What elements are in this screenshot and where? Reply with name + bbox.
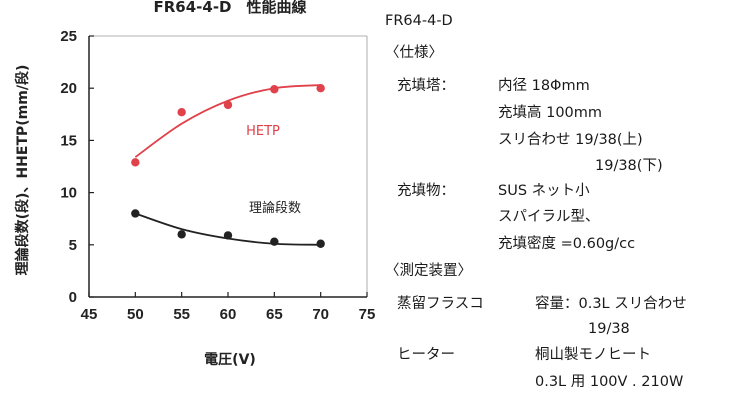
model-name: FR64-4-D [385, 13, 453, 29]
performance-chart: FR64-4-D 性能曲線 45 50 55 60 65 70 75 0 5 10 15 20 25 理… [14, 0, 375, 368]
inner-diameter: 内径 18Φmm [498, 78, 590, 94]
joint-lower: 19/38(下) [595, 158, 663, 174]
x-tick-label: 75 [359, 306, 376, 323]
data-points [131, 84, 325, 248]
y-axis-title: 理論段数(段)、HHETP(mm/段) [14, 65, 31, 276]
series-1-curve [135, 212, 321, 246]
heater-maker: 桐山製モノヒート [535, 347, 651, 363]
series-0-point [177, 108, 186, 117]
heater-label: ヒーター [397, 347, 455, 363]
series-0-point [131, 158, 140, 167]
series-0-curve [134, 84, 321, 158]
series-0-point [270, 85, 279, 94]
plot-frame [88, 35, 368, 298]
packing-type: スパイラル型、 [498, 209, 600, 225]
y-tick-label: 15 [60, 132, 77, 149]
chart-title: FR64-4-D 性能曲線 [153, 0, 306, 16]
series-label-hetp: HETP [246, 124, 280, 139]
flask-spec: 容量：0.3L スリ合わせ [535, 296, 687, 312]
series-0-point [316, 84, 325, 93]
flask-joint: 19/38 [588, 321, 630, 337]
heater-spec: 0.3L 用 100V . 210W [535, 374, 684, 390]
series-0-point [223, 100, 233, 110]
x-tick-label: 55 [173, 306, 190, 323]
series-1-point [270, 237, 279, 246]
series-1-point [223, 231, 233, 240]
series-label-plates: 理論段数 [249, 200, 301, 216]
x-axis-title: 電圧(V) [204, 351, 256, 368]
series-1-point [131, 209, 140, 218]
measure-heading: 〈測定装置〉 [385, 263, 472, 279]
y-tick-label: 25 [60, 28, 77, 45]
x-tick-label: 45 [81, 306, 98, 323]
x-tick-label: 70 [312, 306, 329, 323]
y-tick-label: 5 [69, 237, 77, 254]
x-tick-label: 65 [266, 306, 283, 323]
series-1-point [177, 230, 186, 239]
spec-heading: 〈仕様〉 [385, 45, 443, 61]
y-tick-label: 20 [60, 80, 77, 97]
packed-height: 充填高 100mm [498, 105, 603, 121]
packing-label: 充填物： [397, 183, 455, 199]
packing-density: 充填密度 =0.60g/cc [498, 236, 636, 252]
series-1-point [316, 239, 325, 248]
axis-ticks: 45 50 55 60 65 70 75 0 5 10 15 20 25 [60, 28, 375, 323]
packing-material: SUS ネット小 [498, 183, 590, 199]
spec-panel: FR64-4-D 〈仕様〉 充填塔： 内径 18Φmm 充填高 100mm スリ… [385, 0, 725, 400]
packed-tower-label: 充填塔： [397, 78, 455, 94]
joint-upper: スリ合わせ 19/38(上) [498, 132, 643, 148]
x-tick-label: 60 [220, 306, 237, 323]
y-tick-label: 10 [60, 185, 77, 202]
flask-label: 蒸留フラスコ [397, 296, 484, 312]
y-tick-label: 0 [69, 289, 77, 306]
x-tick-label: 50 [127, 306, 144, 323]
